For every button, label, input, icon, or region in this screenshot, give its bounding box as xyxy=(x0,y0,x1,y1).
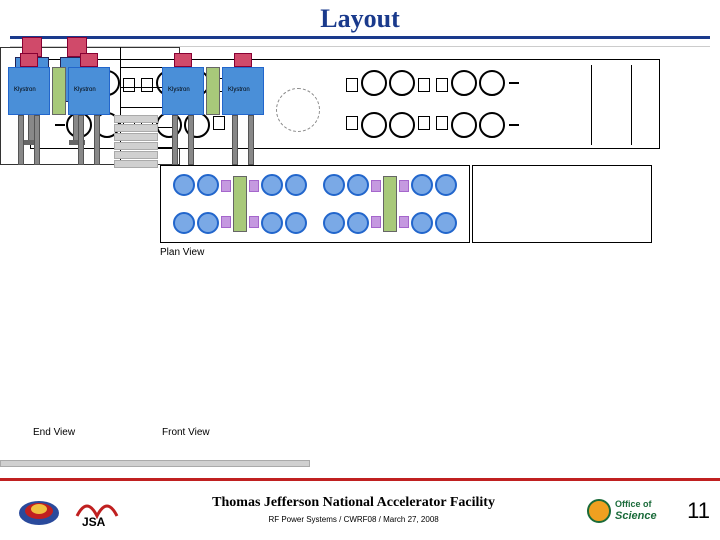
front-view-label: Front View xyxy=(162,427,210,438)
svg-text:Science: Science xyxy=(615,510,657,522)
title-rule-2 xyxy=(10,39,710,47)
footer-sub: RF Power Systems / CWRF08 / March 27, 20… xyxy=(268,515,438,524)
front-view-panel: Klystron Klystron Klystron Klystron xyxy=(0,295,310,425)
plan-view-hvps-box xyxy=(472,165,652,243)
svg-text:JSA: JSA xyxy=(82,515,106,529)
diagram-area: Plan View HVPS End View Klystron Klystro… xyxy=(0,47,720,467)
jsa-logo: JSA xyxy=(72,491,122,531)
end-view-label: End View xyxy=(33,427,75,438)
svg-text:Office of: Office of xyxy=(615,499,653,509)
footer: JSA Thomas Jefferson National Accelerato… xyxy=(0,478,720,540)
nuclear-physics-logo xyxy=(14,491,64,531)
plan-view-label: Plan View xyxy=(160,247,204,258)
page-title: Layout xyxy=(0,0,720,36)
office-of-science-logo: Office ofScience xyxy=(585,491,675,531)
page-number: 11 xyxy=(687,498,710,524)
plan-view-panel xyxy=(160,165,470,243)
end-view-panel xyxy=(0,165,115,295)
footer-org: Thomas Jefferson National Accelerator Fa… xyxy=(126,495,581,527)
